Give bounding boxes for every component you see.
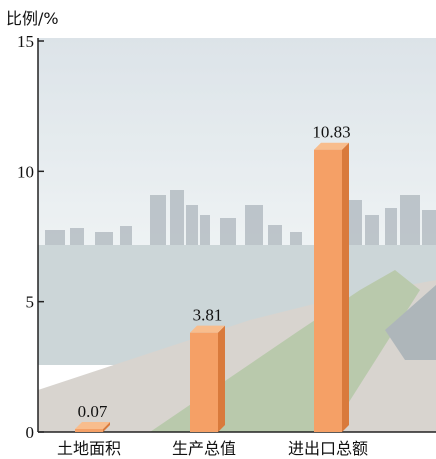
skyline-building bbox=[120, 226, 132, 246]
y-axis-unit-label: 比例/% bbox=[6, 9, 59, 28]
y-tick-label: 5 bbox=[26, 293, 35, 312]
bar bbox=[314, 149, 342, 432]
skyline-building bbox=[385, 208, 397, 248]
skyline-building bbox=[150, 195, 166, 247]
bar-side-face bbox=[342, 142, 349, 432]
bar-side-face bbox=[218, 325, 225, 432]
x-category-label: 进出口总额 bbox=[288, 439, 368, 458]
bar-value-label: 3.81 bbox=[193, 306, 223, 325]
skyline-building bbox=[186, 205, 198, 247]
skyline-building bbox=[45, 230, 65, 246]
x-category-label: 土地面积 bbox=[57, 439, 121, 458]
bar-value-labels: 0.07 3.81 10.83 bbox=[78, 123, 351, 421]
sky-area bbox=[38, 38, 436, 248]
skyline-building bbox=[220, 218, 236, 246]
skyline-building bbox=[245, 205, 263, 247]
bar-value-label: 10.83 bbox=[312, 123, 350, 142]
bar-series bbox=[75, 142, 349, 432]
x-category-label: 生产总值 bbox=[172, 439, 236, 458]
y-axis-ticks: 0 5 10 15 bbox=[17, 32, 44, 442]
skyline-building bbox=[365, 215, 379, 247]
skyline-building bbox=[400, 195, 420, 250]
x-axis-category-labels: 土地面积 生产总值 进出口总额 bbox=[57, 439, 368, 458]
y-tick-label: 10 bbox=[17, 162, 34, 181]
skyline-building bbox=[170, 190, 184, 247]
skyline-building bbox=[268, 225, 282, 247]
bar-side-face bbox=[103, 422, 110, 432]
bar bbox=[75, 429, 103, 432]
bar-top-face bbox=[75, 422, 110, 429]
bar bbox=[190, 332, 218, 432]
y-tick-label: 15 bbox=[17, 32, 34, 51]
bar-top-face bbox=[190, 325, 225, 333]
skyline-building bbox=[95, 232, 113, 246]
skyline-building bbox=[422, 210, 436, 248]
skyline-building bbox=[200, 215, 210, 247]
y-tick-label: 0 bbox=[26, 423, 35, 442]
skyline-building bbox=[290, 232, 302, 246]
skyline-building bbox=[70, 228, 84, 246]
overpass-road bbox=[385, 285, 436, 360]
bar-value-label: 0.07 bbox=[78, 402, 108, 421]
bar-top-face bbox=[314, 142, 349, 150]
